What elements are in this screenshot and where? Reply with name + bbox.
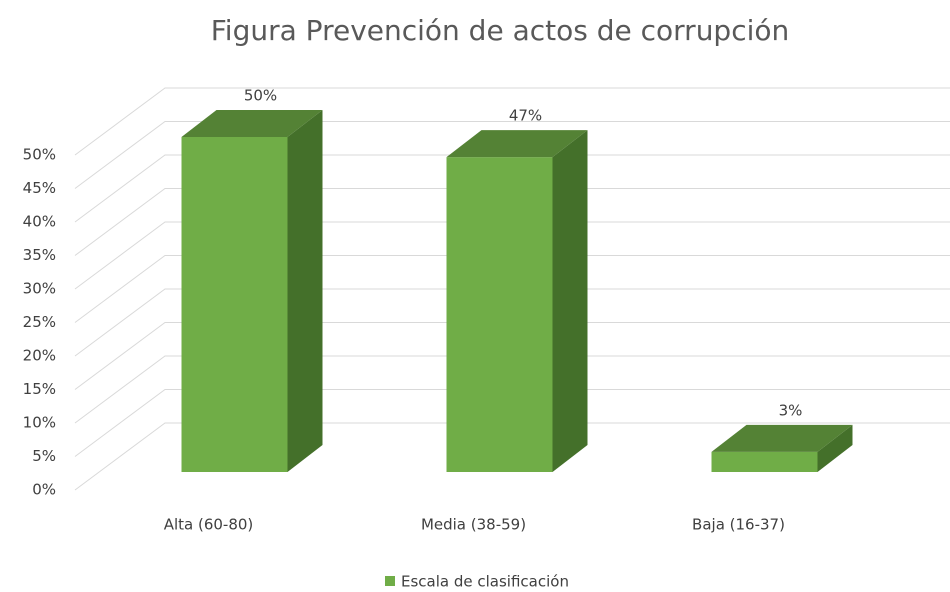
bar-top — [711, 424, 853, 452]
y-tick-label: 25% — [23, 313, 56, 331]
bar-side — [817, 424, 853, 472]
grid-line — [74, 355, 950, 424]
grid-line — [74, 322, 950, 390]
grid-line — [74, 221, 950, 290]
bar — [711, 424, 853, 472]
x-tick-label: Baja (16-37) — [692, 516, 785, 534]
bar — [181, 110, 323, 472]
y-tick-label: 45% — [23, 179, 56, 197]
chart-title: Figura Prevención de actos de corrupción — [211, 14, 790, 47]
grid-line — [74, 389, 950, 457]
bar-front — [181, 137, 288, 472]
grid-line — [74, 255, 950, 323]
grid-line — [74, 422, 950, 491]
grid-line — [74, 288, 950, 357]
grid-line — [74, 188, 950, 256]
y-tick-label: 5% — [32, 447, 56, 465]
x-tick-label: Alta (60-80) — [164, 516, 254, 534]
y-tick-label: 0% — [32, 481, 56, 499]
bar-front — [446, 157, 553, 472]
y-tick-label: 40% — [23, 213, 56, 231]
legend-swatch — [385, 576, 395, 586]
bar-top — [181, 110, 323, 137]
y-tick-label: 50% — [23, 146, 56, 164]
y-tick-label: 35% — [23, 246, 56, 264]
y-tick-label: 30% — [23, 280, 56, 298]
y-tick-label: 15% — [23, 380, 56, 398]
legend-label: Escala de clasificación — [401, 573, 569, 591]
bar-front — [711, 451, 818, 472]
data-label: 47% — [509, 107, 542, 125]
grid-line — [74, 87, 950, 156]
bar-side — [552, 130, 588, 472]
y-tick-label: 10% — [23, 414, 56, 432]
bar-top — [446, 130, 588, 158]
bar-side — [287, 110, 323, 472]
data-label: 50% — [244, 87, 277, 105]
grid-line — [74, 154, 950, 223]
bar — [446, 130, 588, 472]
y-tick-label: 20% — [23, 347, 56, 365]
data-label: 3% — [779, 401, 803, 419]
grid-line — [74, 121, 950, 189]
x-tick-label: Media (38-59) — [421, 516, 526, 534]
